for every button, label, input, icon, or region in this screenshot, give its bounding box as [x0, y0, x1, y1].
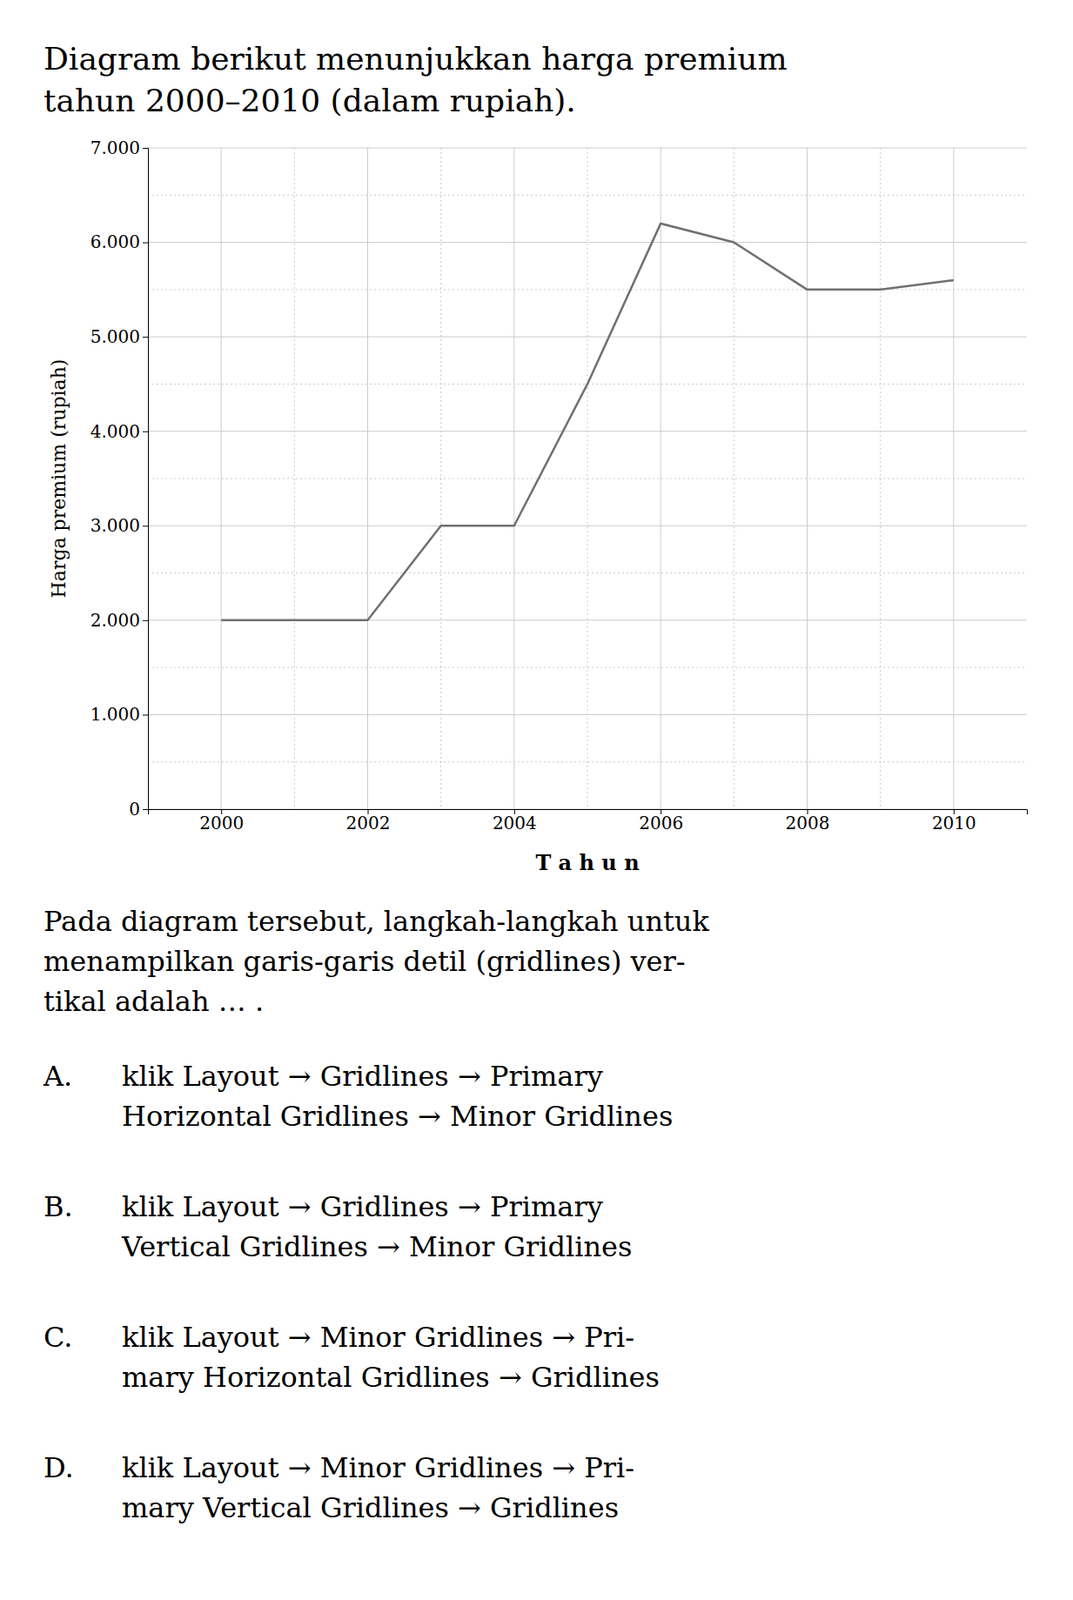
minor-grid-line: [733, 147, 735, 810]
y-tick: 5.000: [90, 326, 148, 348]
chart-svg: Diagram berikut menunjukkan harga premiu…: [0, 0, 1073, 1600]
x-tick-label: 2002: [346, 812, 391, 834]
y-tick-label: 2.000: [90, 610, 141, 631]
major-grid-line: [367, 147, 369, 810]
title: tahun 2000–2010 (dalam rupiah).: [43, 82, 577, 119]
y-axis-line: [142, 148, 149, 811]
option-text: mary Horizontal Gridlines → Gridlines: [121, 1361, 660, 1395]
y-tick: 0: [128, 798, 148, 820]
major-grid-line: [147, 714, 1027, 716]
option-text: klik Layout → Minor Gridlines → Pri-: [121, 1321, 635, 1355]
major-grid-line: [221, 147, 222, 810]
option-text: klik Layout → Gridlines → Primary: [121, 1190, 604, 1224]
y-tick: 2.000: [90, 610, 148, 631]
y-tick: 3.000: [90, 515, 148, 537]
option-text: mary Vertical Gridlines → Gridlines: [121, 1491, 619, 1525]
x-tick-label: 2006: [638, 812, 684, 834]
marks: [221, 223, 954, 621]
minor-grid-line: [147, 761, 1027, 763]
option-text: klik Layout → Minor Gridlines → Pri-: [121, 1451, 635, 1485]
option-label: C.: [43, 1321, 74, 1355]
minor-grid-line: [147, 572, 1027, 574]
y-tick-label: 7.000: [90, 137, 141, 159]
major-grid-line: [952, 147, 954, 810]
minor-grid-line: [147, 194, 1027, 196]
major-grid-line: [147, 336, 1027, 338]
major-grid-line: [147, 241, 1027, 243]
x-tick: 2002: [346, 809, 391, 834]
option-text: Vertical Gridlines → Minor Gridlines: [120, 1230, 632, 1264]
major-grid-line: [660, 147, 662, 810]
option-label: B.: [43, 1190, 74, 1224]
x-axis: 2000 2002 2004 2006 2008 2010: [148, 809, 1028, 834]
x-axis-title: T a h u n: [535, 850, 639, 876]
y-tick-label: 3.000: [90, 515, 141, 537]
x-tick-label: 2008: [785, 812, 831, 834]
x-axis-line: [148, 810, 1028, 816]
question-text: Pada diagram tersebut, langkah-langkah u…: [43, 905, 710, 939]
y-tick-mark: [142, 714, 148, 716]
x-tick: 2006: [638, 809, 684, 834]
y-tick: 1.000: [90, 704, 148, 725]
y-tick: 7.000: [90, 137, 148, 159]
y-tick-mark: [142, 620, 148, 622]
y-tick: 4.000: [90, 421, 148, 443]
y-tick-label: 5.000: [90, 326, 141, 348]
x-tick: 2000: [199, 809, 244, 834]
option-text: Horizontal Gridlines → Minor Gridlines: [121, 1099, 673, 1134]
y-axis: 0 1.000 2.000 3.000 4.000 5.000 6.000 7.000: [90, 137, 149, 820]
option-label: A.: [42, 1059, 73, 1094]
option-text: klik Layout → Gridlines → Primary: [121, 1059, 604, 1094]
option-label: D.: [43, 1451, 74, 1485]
question-text: tikal adalah … .: [43, 985, 264, 1019]
y-axis-title: Harga premium (rupiah): [47, 359, 70, 599]
y-tick-label: 4.000: [90, 421, 141, 443]
title: Diagram berikut menunjukkan harga premiu…: [43, 40, 788, 77]
minor-grid-line: [147, 288, 1027, 290]
x-tick-label: 2004: [492, 812, 537, 834]
y-tick-mark: [142, 147, 148, 149]
x-tick-label: 2000: [199, 812, 244, 834]
major-grid-line: [806, 147, 808, 810]
x-tick: 2010: [932, 809, 977, 834]
line: [221, 223, 954, 621]
x-tick: 2008: [785, 809, 831, 834]
y-tick-mark: [142, 809, 148, 811]
question-text: menampilkan garis-garis detil (gridlines…: [43, 945, 686, 979]
y-tick-mark: [142, 336, 148, 338]
major-grid-line: [147, 525, 1027, 527]
y-tick: 6.000: [90, 231, 148, 253]
minor-grid-line: [147, 478, 1027, 480]
y-tick-label: 0: [128, 798, 141, 820]
y-tick-mark: [142, 242, 148, 244]
major-grid-line: [513, 147, 515, 810]
x-tick: 2004: [492, 809, 537, 834]
y-tick-label: 1.000: [90, 704, 141, 725]
y-tick-mark: [142, 431, 148, 433]
minor-grid-line: [294, 147, 296, 810]
minor-grid-line: [147, 667, 1027, 669]
x-tick-label: 2010: [932, 812, 977, 834]
y-tick-label: 6.000: [90, 231, 141, 253]
y-tick-mark: [142, 525, 148, 527]
major-grid-line: [147, 147, 1027, 149]
major-grid-line: [147, 430, 1027, 432]
grid: [147, 147, 1027, 810]
